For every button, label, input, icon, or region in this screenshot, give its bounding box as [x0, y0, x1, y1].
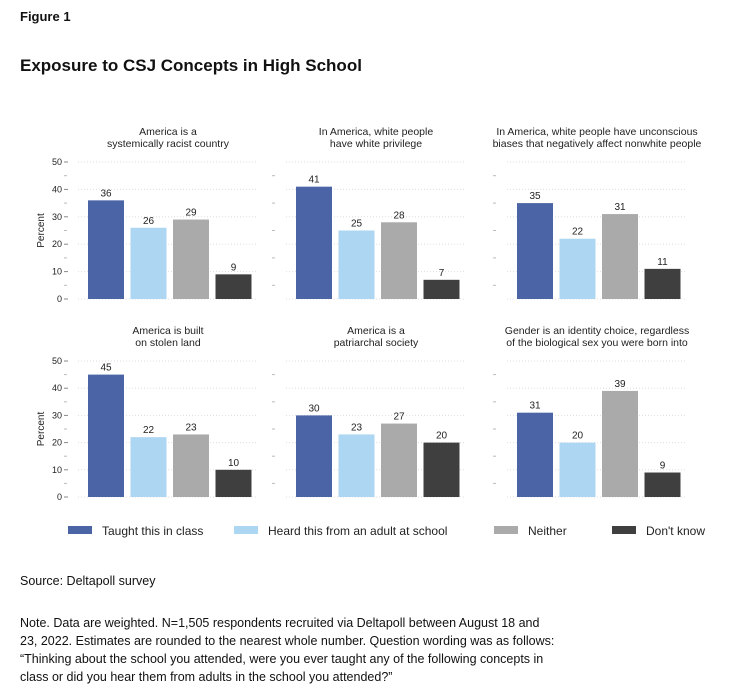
- panel-title: In America, white people: [319, 126, 434, 138]
- data-label: 45: [100, 363, 112, 374]
- legend-swatch: [68, 526, 92, 534]
- bar-1: [559, 442, 596, 497]
- y-tick-label: 30: [52, 212, 62, 222]
- bar-0: [88, 200, 124, 299]
- data-label: 22: [572, 227, 584, 238]
- figure-label: Figure 1: [20, 9, 71, 24]
- panel-title: on stolen land: [135, 337, 201, 349]
- y-tick-label: 50: [52, 356, 62, 366]
- data-label: 26: [143, 216, 155, 227]
- panel-title: Gender is an identity choice, regardless: [505, 325, 689, 337]
- y-axis-label: Percent: [36, 213, 47, 248]
- data-label: 23: [185, 422, 197, 433]
- panel-title: America is built: [132, 325, 203, 337]
- bar-3: [644, 472, 681, 497]
- bar-2: [602, 214, 638, 299]
- y-tick-label: 20: [52, 239, 62, 249]
- data-label: 36: [100, 188, 112, 199]
- data-label: 22: [143, 425, 155, 436]
- bar-2: [173, 434, 209, 497]
- data-label: 20: [436, 431, 448, 442]
- legend-swatch: [234, 526, 258, 534]
- bar-0: [296, 415, 332, 497]
- y-tick-label: 30: [52, 410, 62, 420]
- y-tick-label: 20: [52, 438, 62, 448]
- bar-1: [130, 227, 167, 299]
- panel-title: of the biological sex you were born into: [506, 337, 688, 349]
- bar-2: [173, 219, 209, 299]
- data-label: 10: [228, 458, 240, 469]
- y-tick-label: 40: [52, 184, 62, 194]
- panel-title: biases that negatively affect nonwhite p…: [493, 138, 702, 150]
- data-label: 9: [660, 461, 666, 472]
- data-label: 31: [614, 202, 626, 213]
- data-label: 39: [614, 379, 626, 390]
- data-label: 11: [657, 257, 668, 268]
- legend-label: Heard this from an adult at school: [268, 524, 447, 538]
- chart-title: Exposure to CSJ Concepts in High School: [20, 56, 362, 75]
- data-label: 27: [393, 412, 405, 423]
- legend-label: Don't know: [646, 524, 705, 538]
- data-label: 20: [572, 431, 584, 442]
- y-tick-label: 50: [52, 157, 62, 167]
- bar-3: [423, 279, 460, 299]
- bar-0: [88, 374, 124, 497]
- data-label: 41: [308, 175, 320, 186]
- panel-title: In America, white people have unconsciou…: [496, 126, 697, 138]
- legend-swatch: [612, 526, 636, 534]
- y-axis-label: Percent: [36, 412, 47, 447]
- data-label: 25: [351, 219, 363, 230]
- bar-1: [338, 434, 375, 497]
- data-label: 29: [185, 208, 197, 219]
- panel-title: patriarchal society: [334, 337, 419, 349]
- panel-title: America is a: [139, 126, 197, 138]
- data-label: 9: [231, 262, 237, 273]
- note: Note. Data are weighted. N=1,505 respond…: [20, 616, 555, 684]
- bar-3: [423, 442, 460, 497]
- bar-1: [338, 230, 375, 299]
- y-tick-label: 0: [57, 294, 62, 304]
- bar-3: [215, 274, 252, 299]
- legend-label: Taught this in class: [102, 524, 203, 538]
- legend-label: Neither: [528, 524, 567, 538]
- bar-3: [644, 268, 681, 299]
- source: Source: Deltapoll survey: [20, 574, 156, 588]
- data-label: 7: [439, 268, 445, 279]
- y-tick-label: 10: [52, 465, 62, 475]
- panel-title: America is a: [347, 325, 405, 337]
- legend-swatch: [494, 526, 518, 534]
- data-label: 31: [529, 401, 541, 412]
- bar-2: [381, 222, 417, 299]
- data-label: 28: [393, 210, 405, 221]
- data-label: 30: [308, 403, 320, 414]
- data-label: 35: [529, 191, 541, 202]
- bar-3: [215, 469, 252, 497]
- y-tick-label: 0: [57, 492, 62, 502]
- y-tick-label: 10: [52, 267, 62, 277]
- bar-2: [381, 423, 417, 497]
- bar-0: [296, 186, 332, 299]
- panel-title: have white privilege: [330, 138, 422, 150]
- bar-1: [559, 238, 596, 299]
- bar-1: [130, 437, 167, 497]
- bar-2: [602, 390, 638, 497]
- panel-title: systemically racist country: [107, 138, 230, 150]
- data-label: 23: [351, 422, 363, 433]
- bar-0: [517, 412, 553, 497]
- bar-0: [517, 203, 553, 299]
- y-tick-label: 40: [52, 383, 62, 393]
